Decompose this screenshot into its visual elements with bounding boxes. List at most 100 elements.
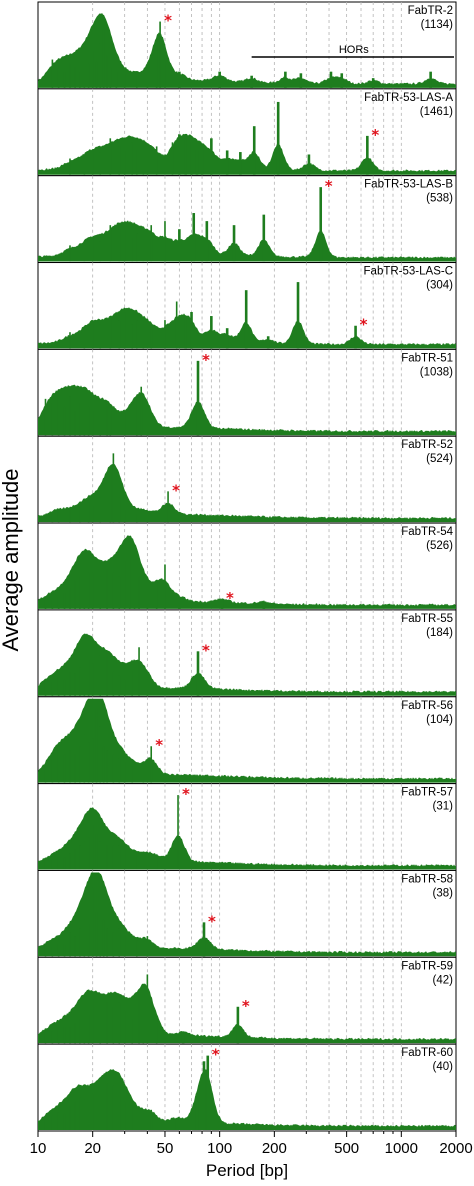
peak-bar [123,762,126,783]
panel-fabtr-55: * FabTR-55 (184) [37,609,457,698]
peak-bar [181,1033,185,1044]
peak-bar [99,841,102,870]
marked-peak-star: * [202,351,210,369]
panel-count: (1134) [421,19,454,31]
peak-bar [195,1093,199,1130]
peak-bar [164,59,166,88]
peak-bar [112,932,115,957]
peak-bar [138,576,140,609]
peak-bar [83,919,86,957]
peak-bar [79,845,81,870]
peak-bar [102,29,105,88]
peak-bar [220,599,224,609]
panel-name: FabTR-56 [401,700,453,712]
peak-bar [74,754,76,783]
peak-bar [106,651,108,696]
peak-bar [196,651,200,696]
peak-bar [102,919,105,957]
peak-bar [171,142,174,175]
peak-bar [284,71,287,88]
panel-name: FabTR-60 [401,1047,453,1059]
panel-fabtr-54: * FabTR-54 (526) [37,522,457,611]
peak-bar [155,146,158,175]
peak-bar [99,324,102,349]
peak-bar [112,572,115,609]
peak-bar [91,1093,94,1130]
peak-bar [307,154,311,175]
peak-bar [232,225,236,262]
panel-count: (38) [433,887,454,899]
peak-bar [51,599,54,609]
peak-bar [51,402,54,436]
spectrum-area [38,384,456,436]
marked-peak-star: * [202,641,210,659]
peak-bar [74,849,76,870]
peak-bar [63,406,66,436]
peak-bar [142,1014,145,1044]
peak-bar [109,316,112,349]
peak-bar [44,679,47,696]
peak-bar [51,59,54,88]
peak-bar [123,229,126,262]
peak-bar [206,1055,210,1130]
panel-fabtr-60: * FabTR-60 (40) [37,1043,457,1132]
peak-bar [106,55,108,88]
peak-bar [99,726,102,783]
peak-bar [83,564,86,609]
peak-bar [74,1022,76,1044]
peak-bar [106,1083,108,1130]
peak-bar [178,596,181,609]
peak-bar [195,150,199,175]
peak-bar [150,1109,153,1130]
peak-bar [112,1006,115,1044]
peak-bar [63,679,66,696]
peak-bar [74,410,76,436]
peak-bar [136,398,138,436]
peak-bar [44,861,47,870]
panel-count: (42) [433,974,454,986]
peak-bar [239,152,242,175]
peak-bar [99,1006,102,1044]
peak-bar [83,734,86,783]
panel-name: FabTR-52 [401,439,453,451]
peak-bar [51,859,54,870]
peak-bar [83,639,86,696]
peak-bar [146,853,149,870]
peak-bar [150,324,153,349]
peak-bar [99,1077,102,1130]
peak-bar [91,51,94,88]
panel-fabtr-57: * FabTR-57 (31) [37,783,457,871]
peak-bar [57,675,60,696]
peak-bar [131,142,133,175]
panel-count: (40) [433,1061,454,1073]
peak-bar [95,708,98,783]
panel-fabtr-51: * FabTR-51 (1038) [37,348,457,437]
peak-bar [155,39,158,88]
peak-bar [252,126,256,175]
peak-bar [69,671,71,696]
peak-bar [142,237,145,262]
panel-count: (524) [426,453,453,465]
peak-bar [69,853,71,870]
peak-bar [112,1085,115,1130]
panel-fabtr-53-las-a: * FabTR-53-LAS-A (1461) [37,88,457,177]
peak-bar [69,1105,71,1130]
peak-bar [112,671,115,696]
peak-bar [91,998,94,1044]
peak-bar [155,580,158,609]
peak-bar [118,229,121,262]
peak-bar [79,928,81,957]
marked-peak-star: * [325,177,333,195]
peak-bar [83,841,86,870]
spectrum-area [38,133,456,175]
peak-bar [102,746,105,783]
peak-bar [319,187,323,262]
panel-name: FabTR-57 [401,787,453,799]
peak-bar [118,576,121,609]
panel-count: (1461) [420,106,453,118]
peak-bar [109,225,112,262]
peak-bar [131,671,133,696]
panel-fabtr-52: * FabTR-52 (524) [37,435,457,524]
peak-bar [210,138,213,175]
peak-bar [74,580,76,609]
